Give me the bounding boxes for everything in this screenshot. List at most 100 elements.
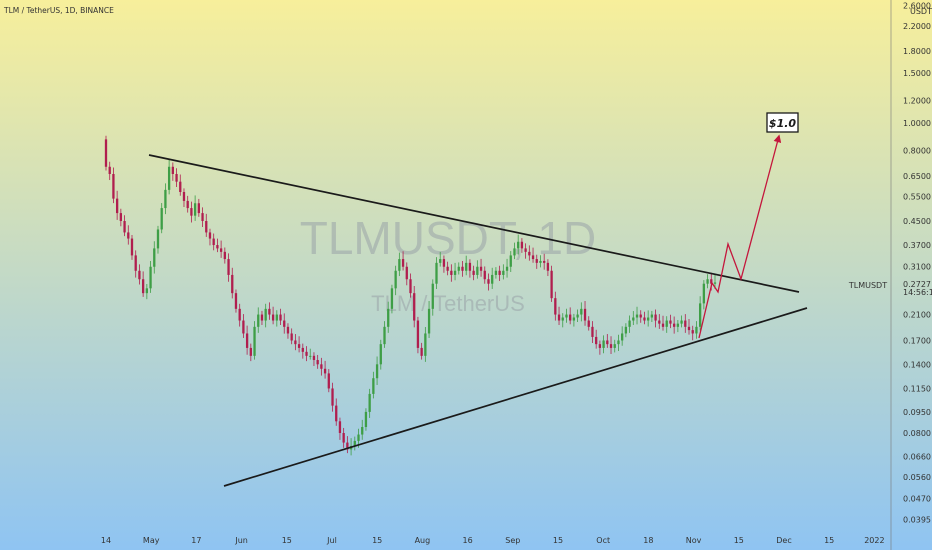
candle-body [650,314,654,318]
target-box [766,112,799,133]
candle-body [580,308,583,315]
candle-body [167,166,171,190]
target-annotation[interactable]: $1.0 [766,112,799,133]
candle-body [505,266,509,271]
chart-title: TLM / TetherUS, 1D, BINANCE [3,6,114,15]
x-tick-label: 18 [643,536,653,545]
candle-body [401,259,405,267]
candle-body [583,308,587,321]
candle-body [669,320,672,324]
candle-body [271,314,275,321]
candle-body [134,255,137,271]
candle-body [264,308,267,321]
candlestick-series [104,135,717,456]
candle-body [524,248,527,252]
candle-body [335,405,338,422]
candle-body [342,433,345,443]
candle-body [628,320,631,327]
candle-body [531,255,535,260]
candle-body [554,298,557,315]
candle-body [565,314,568,318]
candle-body [387,308,390,327]
candle-body [257,314,260,327]
x-tick-label: 17 [191,536,201,545]
candle-body [223,251,226,260]
candle-body [647,317,650,321]
candle-body [446,266,449,271]
candle-body [357,434,360,441]
candle-body [294,340,297,345]
candle-body [238,308,241,321]
candle-body [602,340,605,348]
last-price-label: TLMUSDT 0.2727 14:56:10 [848,280,932,297]
price-label-symbol: TLMUSDT [848,281,887,290]
candle-body [193,203,197,216]
candle-body [569,314,572,321]
y-tick-label: 2.2000 [903,22,931,31]
candle-body [216,245,219,249]
y-tick-label: 0.1150 [903,384,931,393]
candle-body [520,241,524,249]
candle-body [576,314,579,318]
candle-body [635,314,639,318]
candle-body [606,340,609,345]
candle-body [702,283,706,304]
price-label-countdown: 14:56:10 [903,288,932,297]
candle-body [179,181,182,192]
candle-body [476,266,479,275]
y-tick-label: 0.2100 [903,311,931,320]
x-tick-label: Nov [686,536,702,545]
candle-body [684,320,687,327]
candle-body [290,333,293,341]
candle-body [613,344,616,348]
lower-trendline[interactable] [223,307,808,487]
candle-body [301,347,304,352]
candle-body [498,270,501,275]
candle-body [197,203,200,214]
symbol-watermark: TLMUSDT, 1D [300,212,596,264]
candle-body [713,282,717,284]
y-tick-label: 0.0560 [903,473,931,482]
candle-body [145,288,148,294]
candle-body [379,344,382,365]
candle-body [420,347,423,356]
candle-body [543,260,546,263]
candle-body [550,270,553,299]
candle-body [205,221,208,233]
candle-body [491,274,494,284]
projection-path[interactable] [698,134,782,339]
candle-body [587,320,590,327]
candle-body [535,259,538,263]
candle-body [665,320,668,327]
candle-body [457,266,460,271]
candle-body [680,320,683,324]
candle-body [472,270,475,275]
y-tick-label: 0.3700 [903,241,931,250]
candle-body [479,266,483,271]
candle-body [661,323,665,327]
pair-watermark: TLM / TetherUS [371,291,525,316]
candle-body [297,344,301,348]
x-tick-label: 2022 [864,536,884,545]
candle-body [572,317,576,321]
candle-body [268,308,271,315]
x-tick-label: 15 [553,536,563,545]
candle-body [368,393,371,412]
candle-body [338,421,342,433]
y-tick-label: 1.8000 [903,47,931,56]
candle-body [119,213,123,222]
candle-body [643,317,646,321]
candle-body [346,442,349,450]
x-tick-label: 16 [463,536,473,545]
x-tick-label: Dec [776,536,791,545]
y-tick-label: 0.6500 [903,172,931,181]
candle-body [164,189,167,209]
x-tick-label: Jun [234,536,248,545]
candle-body [405,266,408,280]
candle-body [398,259,401,271]
candle-body [138,270,141,280]
candle-body [509,255,512,267]
upper-trendline[interactable] [148,154,800,293]
candle-body [242,320,245,334]
